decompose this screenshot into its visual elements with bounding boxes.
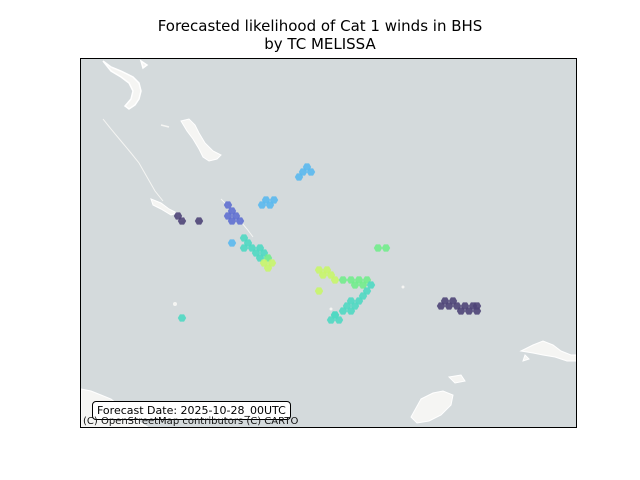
hex-cell-dark — [177, 217, 187, 225]
hex-cell-dark — [194, 217, 204, 225]
chart-title-line1: Forecasted likelihood of Cat 1 winds in … — [157, 17, 483, 35]
chart-title-line2: by TC MELISSA — [264, 35, 376, 53]
land-florida — [102, 59, 149, 110]
hex-cell-teal — [338, 307, 348, 315]
hex-cell-green — [373, 244, 383, 252]
hex-cell-green — [381, 244, 391, 252]
hex-cell-lime — [330, 276, 340, 284]
land-islet-b — [401, 285, 405, 289]
land-islet-c — [329, 307, 333, 311]
hex-cell-lime — [263, 264, 273, 272]
land-keys — [160, 124, 170, 128]
hex-cell-teal — [366, 281, 376, 289]
hex-cell-indigo — [235, 217, 245, 225]
hex-cell-blue — [294, 173, 304, 181]
hex-cell-dark — [456, 307, 466, 315]
hex-cell-blue — [269, 196, 279, 204]
ocean-background — [81, 59, 576, 427]
hex-cell-teal — [177, 314, 187, 322]
hex-cell-green — [350, 281, 360, 289]
hex-cell-dark — [472, 302, 482, 310]
hex-cell-indigo — [223, 201, 233, 209]
land-florida-coast-line — [102, 118, 164, 202]
hex-cell-teal — [330, 311, 340, 319]
hex-cell-lime — [318, 271, 328, 279]
map-attribution: (C) OpenStreetMap contributors (C) CARTO — [83, 416, 299, 427]
hex-cell-teal — [239, 244, 249, 252]
hex-cell-green — [338, 276, 348, 284]
hex-cell-dark — [444, 302, 454, 310]
forecast-date-label: Forecast Date: 2025-10-28_00UTC — [92, 401, 291, 420]
hex-cell-indigo — [227, 217, 237, 225]
likelihood-hexbins — [173, 163, 482, 324]
hex-cell-dark — [464, 307, 474, 315]
map-panel[interactable]: Forecast Date: 2025-10-28_00UTC (C) Open… — [80, 58, 577, 428]
hex-cell-blue — [227, 239, 237, 247]
hex-cell-green — [358, 281, 368, 289]
hex-cell-dark — [436, 302, 446, 310]
hex-cell-teal — [346, 307, 356, 315]
land-islet-a — [173, 302, 177, 306]
map-canvas — [81, 59, 576, 427]
hex-cell-blue — [306, 168, 316, 176]
hex-cell-blue — [257, 201, 267, 209]
hex-cell-lime — [314, 287, 324, 295]
